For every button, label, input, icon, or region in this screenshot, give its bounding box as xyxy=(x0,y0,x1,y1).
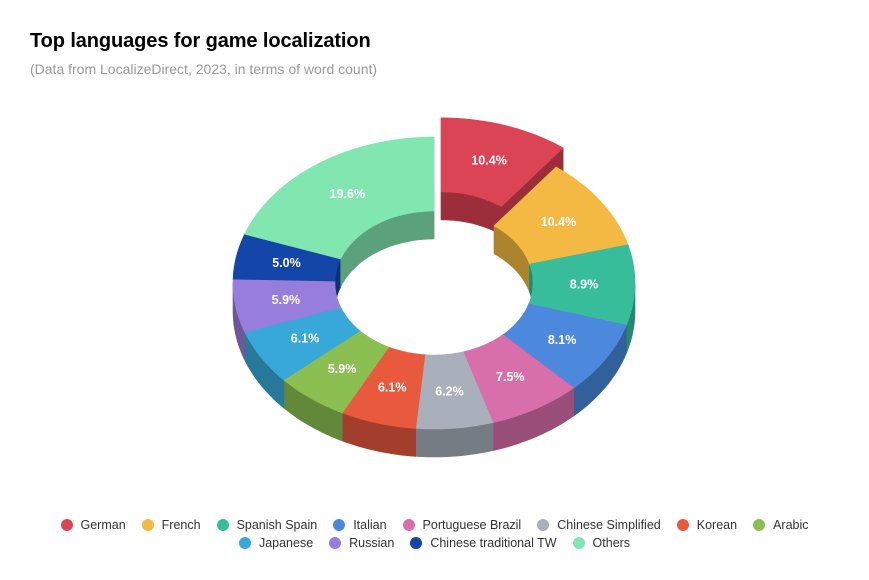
legend-label: Italian xyxy=(353,518,387,532)
legend-label: Arabic xyxy=(773,518,809,532)
legend-label: Spanish Spain xyxy=(236,518,318,532)
legend-item-japanese[interactable]: Japanese xyxy=(238,536,314,550)
legend-label: Chinese traditional TW xyxy=(430,536,557,550)
legend-item-chinese-simplified[interactable]: Chinese Simplified xyxy=(537,518,661,532)
legend-label: French xyxy=(161,518,201,532)
slice-others[interactable] xyxy=(244,136,435,260)
slice-value-label: 5.9% xyxy=(328,362,357,376)
legend-item-portuguese-brazil[interactable]: Portuguese Brazil xyxy=(402,518,522,532)
legend-dot-icon xyxy=(676,519,689,531)
slice-value-label: 5.9% xyxy=(272,293,301,307)
legend-dot-icon xyxy=(216,519,229,531)
legend-dot-icon xyxy=(402,519,415,531)
legend-label: Chinese Simplified xyxy=(557,518,661,532)
legend-item-spanish-spain[interactable]: Spanish Spain xyxy=(216,518,318,532)
legend-item-others[interactable]: Others xyxy=(572,536,631,550)
slice-value-label: 6.1% xyxy=(291,332,320,346)
slice-value-label: 6.1% xyxy=(378,381,407,395)
legend-dot-icon xyxy=(329,537,342,549)
slice-value-label: 8.9% xyxy=(570,278,599,292)
donut-chart: 10.4% 10.4% 8.9% 8.1% 7.5% 6.2% 6.1% 5.9% 6.1% 5.… xyxy=(232,117,636,458)
legend-dot-icon xyxy=(238,537,251,549)
legend-label: Japanese xyxy=(258,536,314,550)
legend-dot-icon xyxy=(333,519,346,531)
slice-value-label: 5.0% xyxy=(272,256,301,270)
legend-dot-icon xyxy=(572,537,585,549)
chart-title: Top languages for game localization xyxy=(30,30,371,52)
legend-item-russian[interactable]: Russian xyxy=(329,536,394,550)
legend-item-arabic[interactable]: Arabic xyxy=(753,518,809,532)
legend-label: German xyxy=(80,518,126,532)
legend-dot-icon xyxy=(753,519,766,531)
slice-german[interactable] xyxy=(440,117,564,207)
legend-item-french[interactable]: French xyxy=(141,518,201,532)
legend-item-german[interactable]: German xyxy=(60,518,126,532)
slice-value-label: 6.2% xyxy=(435,384,464,398)
legend-row-2: Japanese Russian Chinese traditional TW Oth… xyxy=(0,536,869,550)
legend-label: Russian xyxy=(349,536,395,550)
legend-dot-icon xyxy=(60,519,73,531)
legend-dot-icon xyxy=(141,519,154,531)
legend-label: Others xyxy=(592,536,631,550)
legend-item-korean[interactable]: Korean xyxy=(676,518,738,532)
slice-value-label: 10.4% xyxy=(541,215,576,229)
legend-item-italian[interactable]: Italian xyxy=(333,518,387,532)
chart-subtitle: (Data from LocalizeDirect, 2023, in term… xyxy=(30,61,378,77)
legend-row-1: German French Spanish Spain Italian Portugue… xyxy=(0,518,869,532)
legend-dot-icon xyxy=(537,519,550,531)
slice-value-label: 10.4% xyxy=(471,154,506,168)
legend-label: Korean xyxy=(696,518,738,532)
slice-value-label: 19.6% xyxy=(330,187,365,201)
slice-value-label: 7.5% xyxy=(496,370,525,384)
legend-label: Portuguese Brazil xyxy=(422,518,522,532)
legend-item-chinese-traditional-tw[interactable]: Chinese traditional TW xyxy=(410,536,557,550)
slice-value-label: 8.1% xyxy=(548,333,577,347)
legend-dot-icon xyxy=(410,537,423,549)
